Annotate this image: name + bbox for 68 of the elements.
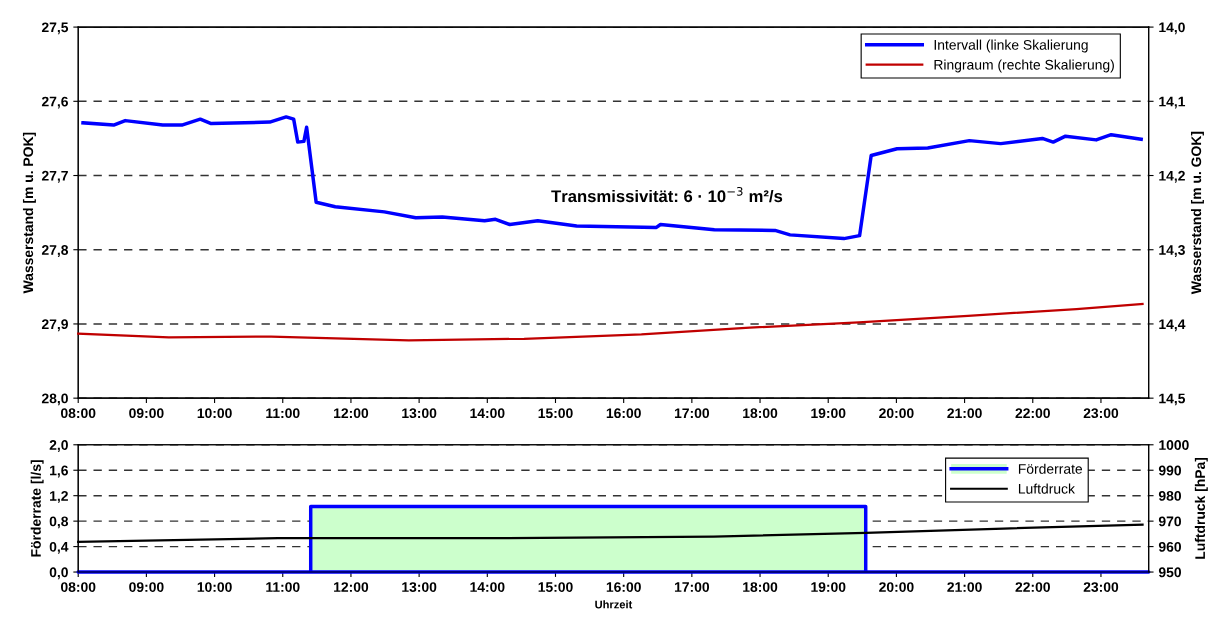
y2-tick-label: 960 — [1158, 541, 1182, 552]
y2-tick-label: 14,1 — [1159, 96, 1186, 109]
x-tick-label: 18:00 — [743, 408, 778, 419]
x-tick-label: 11:00 — [266, 582, 300, 592]
x-tick-label: 08:00 — [61, 408, 96, 419]
line-series — [77, 302, 1144, 342]
legend-label: Intervall (linke Skalierung — [934, 39, 1088, 53]
y-tick-label: 1,6 — [50, 465, 68, 478]
y2-tick-label: 14,5 — [1159, 393, 1186, 406]
y-axis-title: Förderrate [l/s] — [30, 460, 44, 557]
x-tick-label: 15:00 — [538, 582, 573, 592]
x-tick-label: 23:00 — [1083, 582, 1119, 592]
y-tick-label: 1,2 — [50, 491, 68, 503]
y2-tick-label: 1000 — [1159, 440, 1189, 450]
y2-tick-label: 14,2 — [1159, 170, 1185, 183]
y2-axis-title: Wasserstand [m u. GOK] — [1190, 131, 1204, 295]
x-tick-label: 14:00 — [470, 582, 505, 592]
x-tick-label: 14:00 — [470, 408, 505, 419]
y-tick-label: 27,5 — [41, 22, 69, 35]
x-tick-label: 08:00 — [61, 582, 96, 592]
legend-label: Luftdruck — [1018, 483, 1075, 494]
x-tick-label: 10:00 — [197, 582, 232, 592]
x-tick-label: 23:00 — [1083, 408, 1119, 419]
x-tick-label: 20:00 — [879, 582, 914, 592]
legend-label: Förderrate — [1018, 463, 1083, 474]
y-tick-label: 27,7 — [41, 170, 68, 183]
x-tick-label: 12:00 — [334, 582, 369, 592]
y2-axis-title: Luftdruck [hPa] — [1194, 457, 1208, 559]
y2-tick-label: 14,0 — [1159, 22, 1185, 35]
x-tick-label: 17:00 — [674, 582, 710, 592]
x-tick-label: 15:00 — [538, 408, 573, 419]
y-tick-label: 0,4 — [49, 541, 69, 554]
y-tick-label: 0,8 — [49, 516, 69, 529]
x-tick-label: 21:00 — [947, 408, 982, 419]
y2-tick-label: 14,3 — [1159, 245, 1185, 257]
y2-tick-label: 990 — [1158, 465, 1182, 476]
legend-label: Ringraum (rechte Skalierung) — [934, 59, 1114, 73]
y-tick-label: 27,8 — [41, 245, 69, 257]
annotation: Transmissivität: 6 · 10$^{−3}$ m²/s — [551, 186, 783, 203]
y-tick-label: 27,6 — [41, 96, 68, 109]
x-tick-label: 17:00 — [674, 408, 710, 419]
x-tick-label: 09:00 — [129, 582, 164, 592]
x-tick-label: 16:00 — [606, 408, 641, 419]
y-tick-label: 28,0 — [41, 393, 68, 406]
y2-tick-label: 970 — [1158, 516, 1182, 527]
y-tick-label: 27,9 — [41, 319, 68, 332]
x-tick-label: 18:00 — [743, 582, 778, 592]
y2-tick-label: 980 — [1158, 491, 1182, 501]
x-tick-label: 22:00 — [1015, 582, 1050, 592]
x-tick-label: 21:00 — [947, 582, 982, 592]
line-series — [81, 115, 1143, 241]
x-tick-label: 19:00 — [811, 408, 846, 419]
y-axis-title: Wasserstand [m u. POK] — [22, 132, 36, 294]
x-axis-title: Uhrzeit — [595, 600, 633, 609]
y-tick-label: 0,0 — [49, 567, 68, 580]
x-tick-label: 20:00 — [879, 408, 914, 419]
x-tick-label: 11:00 — [266, 408, 300, 419]
x-tick-label: 10:00 — [197, 408, 232, 419]
x-tick-label: 16:00 — [606, 582, 641, 592]
y2-tick-label: 14,4 — [1159, 319, 1186, 332]
x-tick-label: 22:00 — [1015, 408, 1050, 419]
x-tick-label: 19:00 — [811, 582, 846, 592]
x-tick-label: 13:00 — [402, 408, 437, 419]
y-tick-label: 2,0 — [49, 440, 68, 452]
x-tick-label: 09:00 — [129, 408, 164, 419]
y2-tick-label: 950 — [1158, 567, 1182, 578]
x-tick-label: 13:00 — [402, 582, 437, 592]
x-tick-label: 12:00 — [334, 408, 369, 419]
